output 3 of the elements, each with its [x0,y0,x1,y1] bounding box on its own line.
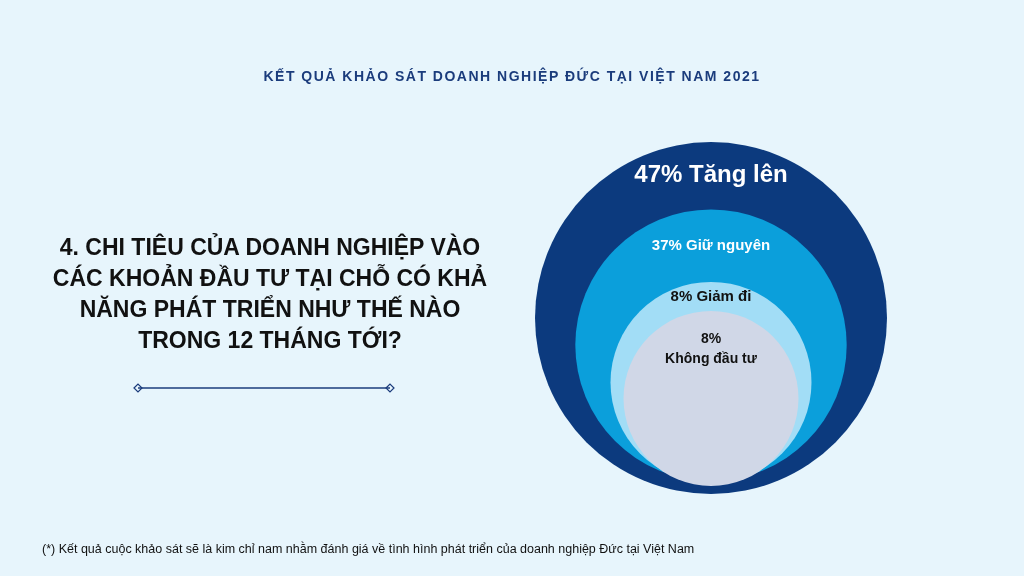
text: KẾT QUẢ KHẢO SÁT DOANH NGHIỆP ĐỨC TẠI VIỆT NAM 2021 [262,68,762,84]
text: 4. CHI TIÊU CỦA DOANH NGHIỆP VÀO CÁC KHOẢN ĐẦU TƯ TẠI CHỖ CÓ KHẢ NĂNG PHÁT TRIỂN NHƯ THẾ NÀO TRONG 12 THÁNG TỚI? [51,232,489,355]
text: (*) Kết quả cuộc khảo sát sẽ là kim chỉ nam nhằm đánh giá về tình hình phát triển của doanh nghiệp Đức tại Việt Nam [42,542,695,556]
